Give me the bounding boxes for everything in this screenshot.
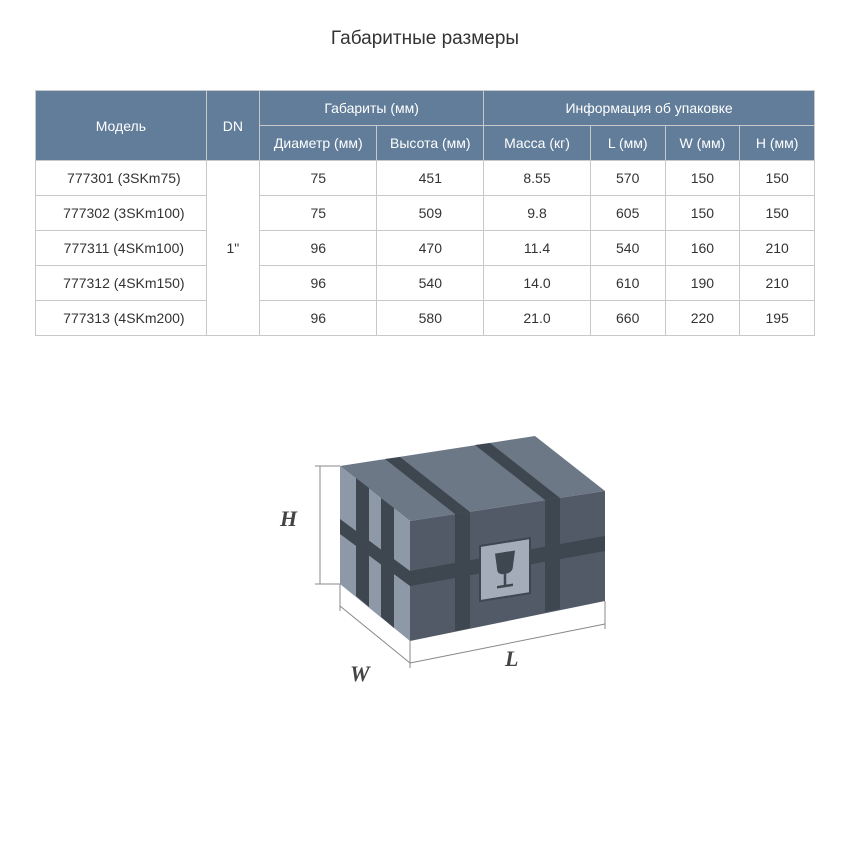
cell-mass: 9.8 (484, 196, 591, 231)
box-icon (175, 406, 675, 736)
cell-mass: 11.4 (484, 231, 591, 266)
dim-label-l: L (505, 646, 518, 672)
cell-mass: 14.0 (484, 266, 591, 301)
cell-mass: 21.0 (484, 301, 591, 336)
cell-h: 210 (740, 231, 815, 266)
cell-diameter: 96 (260, 231, 377, 266)
cell-model: 777301 (3SKm75) (36, 161, 207, 196)
cell-w: 150 (665, 196, 740, 231)
dimensions-table: Модель DN Габариты (мм) Информация об уп… (35, 90, 815, 336)
package-diagram: H W L (0, 406, 850, 826)
table-row: 777313 (4SKm200) 96 580 21.0 660 220 195 (36, 301, 815, 336)
table-row: 777311 (4SKm100) 96 470 11.4 540 160 210 (36, 231, 815, 266)
cell-w: 160 (665, 231, 740, 266)
cell-diameter: 96 (260, 266, 377, 301)
cell-w: 220 (665, 301, 740, 336)
table-row: 777312 (4SKm150) 96 540 14.0 610 190 210 (36, 266, 815, 301)
cell-model: 777312 (4SKm150) (36, 266, 207, 301)
page-title: Габаритные размеры (0, 0, 850, 90)
dim-label-w: W (350, 661, 370, 687)
cell-height: 509 (377, 196, 484, 231)
col-dn: DN (206, 91, 259, 161)
col-mass: Масса (кг) (484, 126, 591, 161)
cell-l: 570 (590, 161, 665, 196)
col-w: W (мм) (665, 126, 740, 161)
cell-l: 540 (590, 231, 665, 266)
cell-height: 580 (377, 301, 484, 336)
cell-diameter: 75 (260, 196, 377, 231)
col-diameter: Диаметр (мм) (260, 126, 377, 161)
cell-height: 540 (377, 266, 484, 301)
cell-l: 610 (590, 266, 665, 301)
table-row: 777301 (3SKm75) 1" 75 451 8.55 570 150 1… (36, 161, 815, 196)
cell-model: 777311 (4SKm100) (36, 231, 207, 266)
cell-h: 195 (740, 301, 815, 336)
dimensions-table-container: Модель DN Габариты (мм) Информация об уп… (0, 90, 850, 336)
cell-h: 210 (740, 266, 815, 301)
cell-diameter: 75 (260, 161, 377, 196)
cell-diameter: 96 (260, 301, 377, 336)
cell-h: 150 (740, 196, 815, 231)
cell-model: 777302 (3SKm100) (36, 196, 207, 231)
cell-h: 150 (740, 161, 815, 196)
col-h: H (мм) (740, 126, 815, 161)
col-l: L (мм) (590, 126, 665, 161)
col-model: Модель (36, 91, 207, 161)
col-dims-group: Габариты (мм) (260, 91, 484, 126)
cell-l: 605 (590, 196, 665, 231)
dim-label-h: H (280, 506, 297, 532)
cell-dn: 1" (206, 161, 259, 336)
cell-height: 451 (377, 161, 484, 196)
cell-model: 777313 (4SKm200) (36, 301, 207, 336)
cell-w: 150 (665, 161, 740, 196)
col-pack-group: Информация об упаковке (484, 91, 815, 126)
col-height: Высота (мм) (377, 126, 484, 161)
table-row: 777302 (3SKm100) 75 509 9.8 605 150 150 (36, 196, 815, 231)
cell-height: 470 (377, 231, 484, 266)
cell-l: 660 (590, 301, 665, 336)
cell-w: 190 (665, 266, 740, 301)
cell-mass: 8.55 (484, 161, 591, 196)
